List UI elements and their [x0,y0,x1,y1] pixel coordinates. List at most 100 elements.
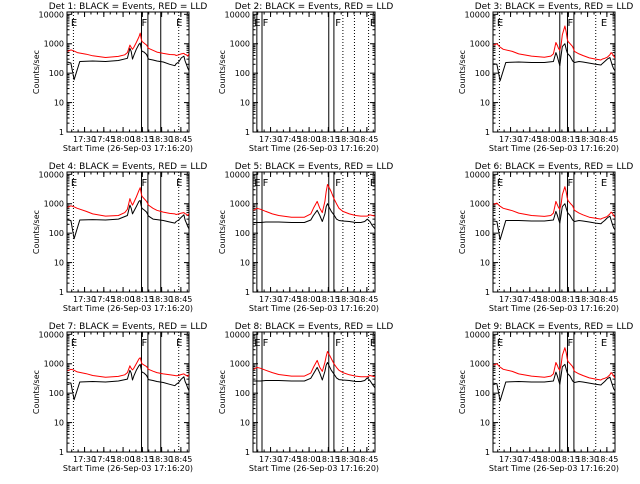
y-tick-label: 10000 [39,330,64,339]
panel-title: Det 8: BLACK = Events, RED = LLD [235,322,394,332]
y-axis-label: Counts/sec [458,50,467,94]
x-tick-label: 17:30 [499,455,522,464]
x-tick-label: 18:45 [355,135,378,144]
y-tick-label: 100 [49,229,64,238]
panel-det-8: Det 8: BLACK = Events, RED = LLD 1 10 100 10… [218,322,393,473]
interval-marker-label: F [335,338,341,349]
x-axis-label: Start Time (26-Sep-03 17:16:20) [63,464,193,473]
interval-marker-label: E [497,338,503,349]
interval-marker-label: F [141,338,147,349]
x-tick-label: 18:00 [298,295,321,304]
y-axis-label: Counts/sec [218,370,227,414]
events-series-line [493,43,615,82]
x-tick-label: 18:45 [355,295,378,304]
axes-box [252,11,376,133]
y-tick-label: 10 [480,259,490,268]
series-group [493,25,615,82]
lld-series-line [253,351,375,378]
axes-box [492,171,616,293]
x-tick-label: 18:30 [150,295,173,304]
events-series-line [67,42,189,81]
interval-marker-label: E [176,338,182,349]
panel-det-7: Det 7: BLACK = Events, RED = LLD 1 10 100 10… [32,322,207,473]
y-tick-label: 10000 [225,330,250,339]
panel-det-6: Det 6: BLACK = Events, RED = LLD 1 10 100 10… [458,162,633,313]
x-tick-label: 18:15 [557,135,580,144]
y-tick-label: 1 [59,128,64,137]
interval-marker-label: E [176,18,182,29]
x-tick-label: 18:15 [131,295,154,304]
y-axis-label: Counts/sec [218,210,227,254]
x-axis-label: Start Time (26-Sep-03 17:16:20) [489,144,619,153]
interval-marker-label: F [567,18,573,29]
panel-title: Det 6: BLACK = Events, RED = LLD [475,162,634,172]
x-tick-label: 18:45 [595,295,618,304]
x-tick-label: 18:30 [336,455,359,464]
x-tick-label: 18:00 [538,455,561,464]
x-tick-label: 18:00 [298,455,321,464]
panel-title: Det 4: BLACK = Events, RED = LLD [49,162,208,172]
y-tick-label: 100 [49,389,64,398]
y-tick-label: 1 [245,128,250,137]
y-tick-label: 1000 [44,40,64,49]
series-group [253,351,375,389]
x-axis-label: Start Time (26-Sep-03 17:16:20) [249,304,379,313]
y-tick-label: 1000 [470,360,490,369]
y-tick-label: 10 [54,99,64,108]
series-group [67,187,189,240]
x-tick-label: 18:30 [336,295,359,304]
y-tick-label: 100 [235,389,250,398]
panel-title: Det 9: BLACK = Events, RED = LLD [475,322,634,332]
y-tick-label: 10 [480,419,490,428]
panel-det-1: Det 1: BLACK = Events, RED = LLD 1 10 100 10… [32,2,207,153]
y-tick-label: 10000 [465,10,490,19]
y-tick-label: 100 [235,229,250,238]
lld-series-line [493,347,615,381]
series-group [67,357,189,401]
y-tick-label: 1 [245,448,250,457]
axes-box [492,331,616,453]
interval-marker-label: E [370,178,376,189]
x-tick-label: 18:00 [538,295,561,304]
x-tick-label: 17:45 [92,295,115,304]
x-tick-label: 17:30 [499,135,522,144]
x-tick-label: 18:00 [112,295,135,304]
x-tick-label: 17:45 [518,295,541,304]
lld-series-line [67,32,189,58]
x-tick-label: 17:45 [92,455,115,464]
series-group [493,347,615,402]
panel-title: Det 7: BLACK = Events, RED = LLD [49,322,208,332]
x-tick-label: 18:45 [169,135,192,144]
x-tick-label: 17:30 [259,295,282,304]
x-tick-label: 18:15 [131,455,154,464]
x-tick-label: 17:45 [278,135,301,144]
axes-box [66,331,190,453]
interval-marker-label: F [141,18,147,29]
y-tick-label: 1 [59,288,64,297]
interval-marker-label: F [263,18,269,29]
x-tick-label: 18:00 [112,135,135,144]
panel-det-2: Det 2: BLACK = Events, RED = LLD 1 10 100 10… [218,2,393,153]
interval-marker-label: E [601,18,607,29]
y-axis-label: Counts/sec [458,210,467,254]
lld-series-line [493,25,615,61]
interval-marker-label: E [497,178,503,189]
x-tick-label: 18:45 [169,455,192,464]
events-series-line [67,363,189,401]
x-tick-label: 17:30 [73,455,96,464]
interval-marker-label: F [335,178,341,189]
y-tick-label: 1 [59,448,64,457]
series-group [253,184,375,230]
x-axis-label: Start Time (26-Sep-03 17:16:20) [249,144,379,153]
panel-det-3: Det 3: BLACK = Events, RED = LLD 1 10 100 10… [458,2,633,153]
axes-box [492,11,616,133]
y-tick-label: 1000 [44,200,64,209]
x-tick-label: 18:30 [150,455,173,464]
x-tick-label: 17:45 [518,455,541,464]
interval-marker-label: E [254,338,260,349]
x-tick-label: 18:15 [317,455,340,464]
y-tick-label: 1 [485,128,490,137]
interval-marker-label: E [71,18,77,29]
panel-title: Det 2: BLACK = Events, RED = LLD [235,2,394,12]
